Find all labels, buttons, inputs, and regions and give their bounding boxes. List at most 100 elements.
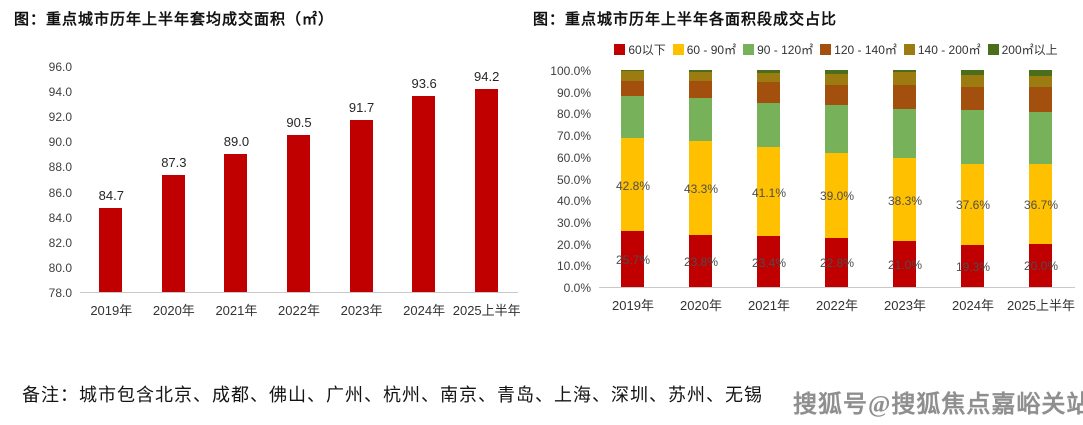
segment-60以下 — [757, 236, 780, 287]
bar-value-label: 91.7 — [348, 100, 375, 115]
segment-value-label: 42.8% — [615, 178, 650, 193]
segment-90 - 120㎡ — [893, 108, 916, 159]
y-tick-label: 10.0% — [556, 259, 591, 274]
bar-value-label: 94.2 — [474, 68, 500, 84]
y-tick-label: 50.0% — [556, 172, 591, 187]
y-tick-label: 84.0 — [48, 210, 72, 225]
x-tick-label: 2025上半年 — [1007, 298, 1075, 313]
legend-swatch — [614, 43, 626, 55]
y-tick-label: 96.0 — [48, 60, 72, 74]
segment-90 - 120㎡ — [689, 98, 712, 142]
watermark: 搜狐号@搜狐焦点嘉峪关站 — [793, 392, 1083, 418]
x-tick-label: 2019年 — [612, 298, 654, 313]
segment-140 - 200㎡ — [689, 71, 712, 82]
y-tick-label: 30.0% — [556, 215, 591, 230]
legend-item: 90 - 120㎡ — [743, 41, 813, 58]
bar-2020年 — [161, 175, 185, 292]
segment-60 - 90㎡ — [961, 163, 984, 246]
x-tick-label: 2020年 — [152, 303, 195, 318]
segment-140 - 200㎡ — [620, 71, 644, 81]
footnote: 备注：城市包含北京、成都、佛山、广州、杭州、南京、青岛、上海、深圳、苏州、无锡 — [22, 385, 763, 405]
segment-value-label: 36.7% — [1023, 197, 1059, 212]
y-tick-label: 92.0 — [48, 110, 72, 125]
segment-140 - 200㎡ — [757, 73, 780, 83]
legend-label: 90 - 120㎡ — [757, 42, 814, 57]
legend-item: 60以下 — [614, 41, 666, 58]
y-tick-label: 86.0 — [48, 185, 72, 200]
legend-swatch — [820, 43, 832, 55]
bar-value-label: 90.5 — [286, 115, 312, 131]
segment-200㎡以上 — [961, 70, 984, 75]
segment-120 - 140㎡ — [825, 84, 848, 105]
segment-140 - 200㎡ — [893, 71, 916, 85]
x-tick-label: 2024年 — [403, 303, 446, 318]
segment-200㎡以上 — [757, 70, 780, 74]
y-tick-label: 90.0% — [556, 85, 591, 100]
segment-90 - 120㎡ — [620, 96, 644, 139]
bar-2019年 — [99, 207, 123, 292]
chart-left-plot: 78.0 80.0 82.0 84.0 86.0 88.0 90.0 92.0 94.0 96.0… — [49, 60, 521, 318]
segment-60 - 90㎡ — [689, 141, 712, 236]
segment-60以下 — [825, 237, 848, 287]
x-tick-label: 2024年 — [952, 298, 994, 313]
bar-2023年 — [349, 120, 373, 292]
segment-60 - 90㎡ — [825, 152, 848, 238]
bar-value-label: 93.6 — [411, 76, 437, 92]
segment-90 - 120㎡ — [961, 110, 984, 164]
segment-60 - 90㎡ — [757, 147, 780, 237]
x-tick-label: 2022年 — [816, 298, 858, 313]
x-tick-label: 2022年 — [278, 303, 320, 318]
legend-item: 60 - 90㎡ — [672, 41, 736, 58]
x-tick-label: 2019年 — [90, 303, 133, 318]
segment-60以下 — [689, 235, 712, 287]
segment-value-label: 21.0% — [887, 258, 923, 273]
legend-label: 120 - 140㎡ — [834, 42, 897, 57]
segment-value-label: 43.3% — [683, 182, 719, 197]
chart-area-segment-share: 图：重点城市历年上半年各面积段成交占比 60以下 60 - 90㎡ 90 - 120… — [533, 8, 1081, 330]
segment-200㎡以上 — [620, 70, 644, 72]
y-tick-label: 94.0 — [48, 85, 72, 100]
segment-60以下 — [620, 231, 644, 287]
segment-140 - 200㎡ — [961, 74, 984, 87]
segment-value-label: 37.6% — [955, 198, 991, 213]
legend-swatch — [903, 43, 915, 55]
y-tick-label: 80.0 — [48, 260, 72, 275]
y-tick-label: 60.0% — [556, 150, 591, 165]
segment-120 - 140㎡ — [961, 86, 984, 111]
bar-value-label: 87.3 — [161, 155, 187, 171]
bar-value-label: 89.0 — [223, 133, 250, 149]
segment-value-label: 23.8% — [683, 255, 719, 270]
segment-200㎡以上 — [689, 70, 712, 72]
segment-90 - 120㎡ — [757, 103, 780, 148]
segment-value-label: 20.0% — [1023, 259, 1059, 274]
segment-60 - 90㎡ — [1029, 163, 1052, 244]
segment-60以下 — [961, 245, 984, 287]
segment-value-label: 38.3% — [887, 193, 923, 208]
legend-label: 60以下 — [628, 42, 666, 57]
segment-60 - 90㎡ — [893, 158, 916, 242]
segment-value-label: 19.3% — [955, 260, 991, 275]
segment-200㎡以上 — [825, 70, 848, 74]
segment-value-label: 25.7% — [615, 253, 650, 268]
y-tick-label: 0.0% — [563, 281, 591, 295]
legend-swatch — [987, 43, 999, 55]
segment-60 - 90㎡ — [620, 138, 644, 232]
x-tick-label: 2025上半年 — [452, 303, 521, 318]
y-tick-label: 70.0% — [556, 129, 591, 144]
legend-swatch — [743, 43, 755, 55]
legend-item: 200㎡以上 — [987, 41, 1058, 58]
segment-60以下 — [893, 241, 916, 287]
bar-2024年 — [412, 96, 436, 292]
y-tick-label: 90.0 — [48, 135, 72, 150]
y-tick-label: 40.0% — [556, 194, 591, 209]
x-tick-label: 2021年 — [215, 303, 258, 318]
segment-200㎡以上 — [893, 70, 916, 72]
y-tick-label: 20.0% — [556, 237, 591, 252]
segment-140 - 200㎡ — [1029, 76, 1052, 88]
y-tick-label: 82.0 — [48, 235, 72, 250]
legend-item: 120 - 140㎡ — [820, 41, 897, 58]
segment-120 - 140㎡ — [689, 81, 712, 99]
segment-200㎡以上 — [1029, 70, 1052, 77]
y-tick-label: 80.0% — [556, 107, 591, 122]
